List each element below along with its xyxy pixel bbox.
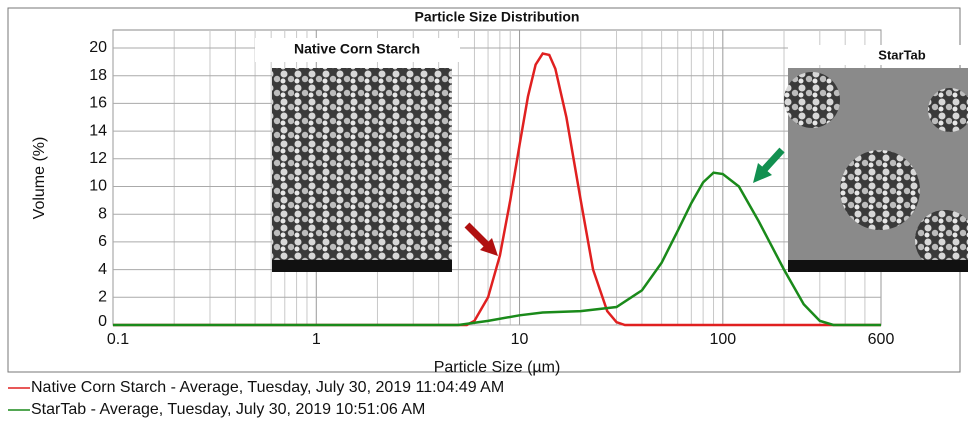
legend-label: StarTab - Average, Tuesday, July 30, 201… (31, 401, 425, 418)
y-tick-label: 20 (89, 39, 107, 56)
y-tick-label: 18 (89, 67, 107, 84)
x-tick-label: 0.1 (107, 331, 129, 348)
annotation: StarTab (878, 47, 925, 62)
series-line (113, 171, 881, 327)
y-tick-label: 14 (89, 122, 107, 139)
y-tick-label: 4 (98, 261, 107, 278)
y-tick-label: 12 (89, 150, 107, 167)
x-tick-label: 100 (709, 331, 736, 348)
sem-particle (840, 150, 920, 230)
y-tick-label: 16 (89, 95, 107, 112)
x-tick-label: 1 (312, 331, 321, 348)
inset-label-bg (788, 45, 968, 65)
sem-footer (272, 260, 452, 272)
x-tick-label: 600 (868, 331, 895, 348)
legend-label: Native Corn Starch - Average, Tuesday, J… (31, 379, 504, 396)
sem-particle (928, 88, 968, 132)
sem-footer (788, 260, 968, 272)
chart-title: Particle Size Distribution (415, 9, 580, 25)
arrow-head (480, 238, 498, 256)
y-tick-label: 0 (98, 313, 107, 330)
sem-image (272, 68, 452, 272)
series-line (113, 52, 881, 327)
arrow-head (753, 163, 772, 183)
y-tick-label: 6 (98, 233, 107, 250)
sem-particle (915, 210, 968, 270)
y-tick-label: 2 (98, 289, 107, 306)
plot-area (112, 29, 882, 326)
sem-particle (784, 72, 840, 128)
y-tick-label: 8 (98, 205, 107, 222)
y-tick-label: 10 (89, 178, 107, 195)
x-tick-label: 10 (511, 331, 529, 348)
y-axis-label: Volume (%) (31, 137, 48, 220)
inset-label-bg (255, 38, 460, 62)
arrow (759, 147, 785, 175)
annotation: Native Corn Starch (294, 41, 420, 57)
x-axis-label: Particle Size (µm) (434, 359, 561, 376)
